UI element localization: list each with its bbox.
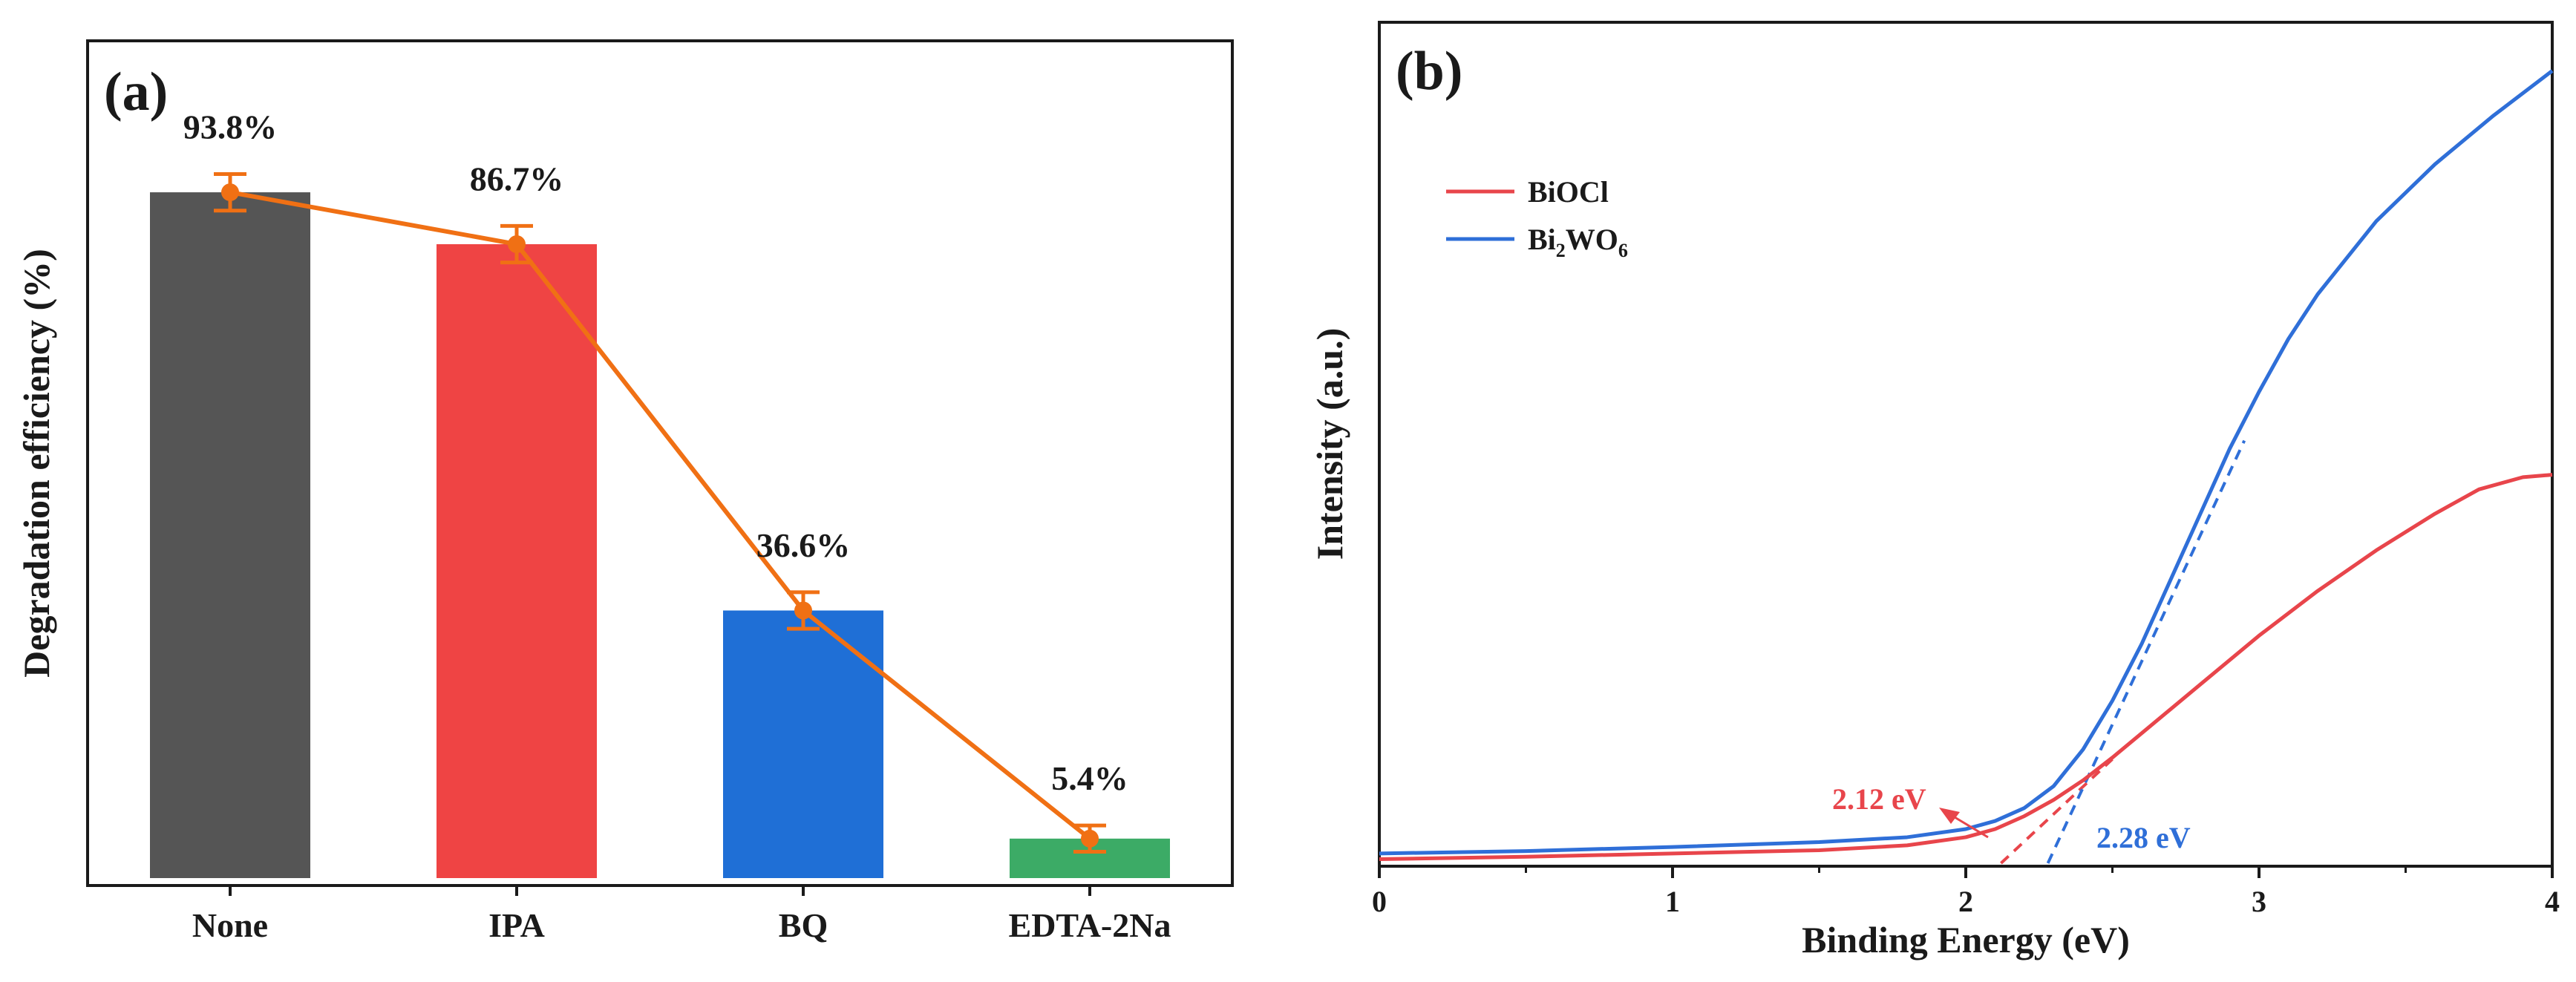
panel-a-x-tick-labels: None IPA BQ EDTA-2Na xyxy=(192,886,1171,944)
legend-bi2wo6-part-wo: WO xyxy=(1566,223,1618,256)
panel-a-bars xyxy=(150,192,1170,878)
x-tick-label: EDTA-2Na xyxy=(1009,906,1171,944)
annotation-2-12-ev: 2.12 eV xyxy=(1832,782,1926,816)
legend-bi2wo6-sub-2: 2 xyxy=(1556,240,1566,261)
tangent-line xyxy=(2000,758,2114,865)
tangent-line xyxy=(2046,439,2246,864)
panel-b-band-gap-chart: (b) Intensity (a.u.) Binding Energy (eV)… xyxy=(1309,21,2560,960)
legend-bi2wo6-part-bi: Bi xyxy=(1528,223,1556,256)
panel-b-legend: BiOCl Bi2WO6 xyxy=(1446,175,1628,261)
panel-b-tangent-lines xyxy=(2000,439,2246,865)
x-tick-label: IPA xyxy=(488,906,545,944)
panel-a-value-labels: 93.8% 86.7% 36.6% 5.4% xyxy=(183,108,1128,797)
panel-a-plot-frame xyxy=(86,39,1234,887)
panel-a-degradation-chart: (a) Degradation efficiency (%) 93.8% 86.7… xyxy=(16,39,1234,944)
annotation-arrowhead-2-12 xyxy=(1939,808,1960,824)
data-point xyxy=(221,183,239,202)
x-tick-label: 1 xyxy=(1665,885,1680,918)
data-point xyxy=(794,601,812,620)
series-line-bi2wo6 xyxy=(1379,69,2554,856)
bar-bq xyxy=(723,610,883,878)
panel-b-plot-frame xyxy=(1378,21,2554,868)
bar-ipa xyxy=(437,244,597,878)
annotation-2-28-ev: 2.28 eV xyxy=(2096,821,2191,854)
bar-none xyxy=(150,192,310,878)
panel-b-y-axis-label: Intensity (a.u.) xyxy=(1309,328,1350,560)
legend-label-bi2wo6: Bi2WO6 xyxy=(1528,223,1628,261)
legend-bi2wo6-sub-6: 6 xyxy=(1618,240,1628,261)
x-tick-label: None xyxy=(192,906,268,944)
panel-b-series-lines xyxy=(1379,69,2554,862)
x-tick-label: 2 xyxy=(1958,885,1973,918)
legend-label-biocl: BiOCl xyxy=(1528,175,1609,209)
value-label: 36.6% xyxy=(756,526,851,564)
trend-line xyxy=(229,190,1091,841)
data-point xyxy=(1081,829,1099,848)
data-point xyxy=(508,235,526,254)
x-tick-label: 0 xyxy=(1372,885,1387,918)
series-line-biocl xyxy=(1379,473,2553,862)
value-label: 93.8% xyxy=(183,108,278,145)
x-tick-label: BQ xyxy=(779,906,828,944)
value-label: 5.4% xyxy=(1051,759,1128,797)
value-label: 86.7% xyxy=(470,160,564,197)
x-tick-label: 3 xyxy=(2252,885,2266,918)
panel-b-x-axis-ticks: 0 1 2 3 4 xyxy=(1372,866,2560,918)
panel-a-trend-line-group xyxy=(214,171,1106,854)
panel-a-label: (a) xyxy=(104,62,168,122)
annotation-arrow-2-12 xyxy=(1950,814,1989,839)
panel-b-x-axis-label: Binding Energy (eV) xyxy=(1802,919,2130,960)
panel-b-label: (b) xyxy=(1396,41,1462,102)
panel-a-y-axis-label: Degradation efficiency (%) xyxy=(16,249,57,678)
x-tick-label: 4 xyxy=(2545,885,2560,918)
